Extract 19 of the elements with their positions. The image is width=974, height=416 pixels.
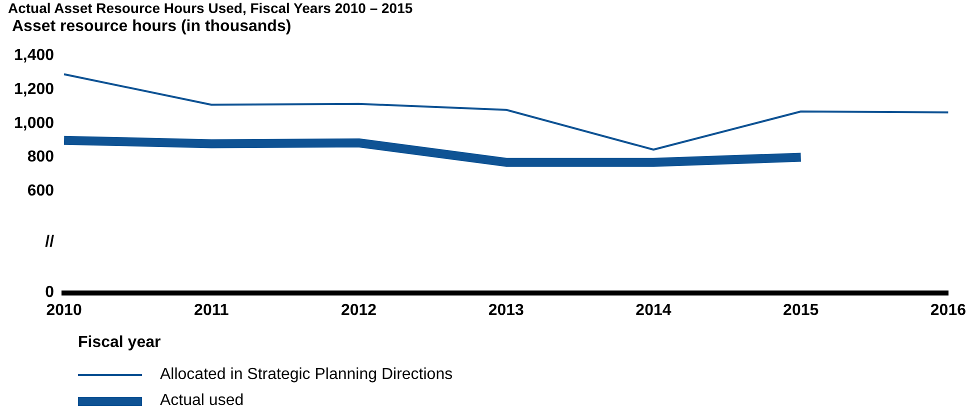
legend-label: Actual used — [160, 392, 244, 410]
y-tick-label: 0 — [45, 284, 54, 302]
x-tick-label: 2015 — [783, 302, 819, 319]
x-tick-label: 2016 — [930, 302, 966, 319]
x-tick-label: 2014 — [636, 302, 672, 319]
y-tick-label: // — [45, 233, 55, 250]
x-tick-label: 2012 — [340, 302, 377, 319]
y-tick-label: 600 — [27, 182, 54, 200]
y-tick-label: 800 — [27, 148, 54, 166]
y-tick-label: 1,000 — [14, 114, 54, 132]
y-axis-title: Asset resource hours (in thousands) — [12, 18, 292, 36]
y-tick-label: 1,200 — [14, 80, 54, 98]
y-tick-label: 1,400 — [14, 47, 54, 64]
x-tick-label: 2010 — [46, 302, 82, 319]
x-axis-title: Fiscal year — [78, 334, 161, 352]
x-tick-label: 2011 — [194, 302, 229, 319]
chart-title: Actual Asset Resource Hours Used, Fiscal Years 2010 – 2015 — [8, 0, 413, 16]
legend-label: Allocated in Strategic Planning Directions — [160, 366, 453, 384]
x-tick-label: 2013 — [488, 302, 524, 319]
